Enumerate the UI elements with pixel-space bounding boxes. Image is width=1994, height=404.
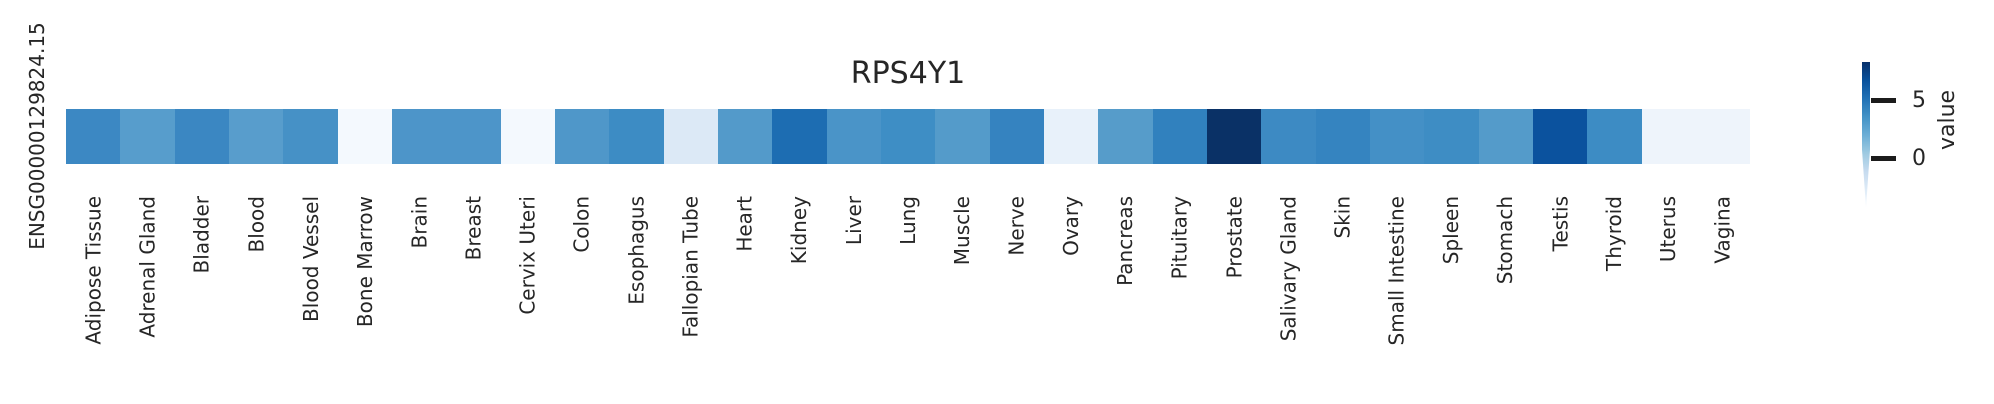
- x-tick-label-small-intestine: Small Intestine: [1384, 196, 1409, 346]
- x-tick-label-esophagus: Esophagus: [624, 196, 649, 305]
- colorbar-tick-label: 5: [1912, 88, 1926, 113]
- x-tick-label-nerve: Nerve: [1004, 196, 1029, 256]
- chart-title: RPS4Y1: [850, 56, 966, 91]
- heatmap-cell-small-intestine: [1369, 109, 1425, 164]
- x-tick-label-stomach: Stomach: [1493, 196, 1518, 285]
- heatmap-cell-adipose-tissue: [66, 109, 121, 164]
- x-tick-label-thyroid: Thyroid: [1602, 196, 1627, 271]
- x-tick-label-spleen: Spleen: [1439, 196, 1464, 265]
- x-tick-label-salivary-gland: Salivary Gland: [1276, 196, 1301, 342]
- x-tick-label-liver: Liver: [841, 196, 866, 246]
- heatmap-cell-skin: [1315, 109, 1370, 164]
- heatmap-row: [66, 109, 1751, 164]
- x-tick-label-heart: Heart: [733, 196, 758, 252]
- heatmap-cell-bladder: [174, 109, 229, 164]
- x-tick-label-ovary: Ovary: [1058, 196, 1083, 256]
- x-tick-label-fallopian-tube: Fallopian Tube: [678, 196, 703, 338]
- heatmap-cell-brain: [391, 109, 447, 164]
- colorbar-tick-label: 0: [1912, 146, 1926, 171]
- heatmap-cell-spleen: [1424, 109, 1479, 164]
- colorbar-gradient: [1862, 62, 1870, 208]
- heatmap-cell-uterus: [1641, 109, 1696, 164]
- heatmap-cell-vagina: [1695, 109, 1751, 164]
- heatmap-cell-stomach: [1478, 109, 1533, 164]
- x-tick-label-vagina: Vagina: [1710, 196, 1735, 264]
- heatmap-cell-pituitary: [1152, 109, 1207, 164]
- heatmap-cell-lung: [880, 109, 936, 164]
- heatmap-cell-muscle: [935, 109, 990, 164]
- colorbar-axis-label: value: [1935, 89, 1960, 151]
- heatmap-cell-bone-marrow: [337, 109, 392, 164]
- x-tick-label-bladder: Bladder: [189, 196, 214, 274]
- heatmap-cell-ovary: [1043, 109, 1099, 164]
- colorbar-tick-mark-5: [1871, 98, 1896, 103]
- x-tick-label-uterus: Uterus: [1656, 196, 1681, 263]
- heatmap-cell-cervix-uteri: [500, 109, 555, 164]
- x-tick-label-brain: Brain: [407, 196, 432, 249]
- heatmap-cell-testis: [1532, 109, 1588, 164]
- x-tick-label-adipose-tissue: Adipose Tissue: [81, 196, 106, 345]
- heatmap-cell-adrenal-gland: [120, 109, 175, 164]
- heatmap-cell-fallopian-tube: [663, 109, 718, 164]
- heatmap-cell-kidney: [772, 109, 827, 164]
- x-tick-label-pancreas: Pancreas: [1113, 196, 1138, 286]
- x-tick-label-breast: Breast: [461, 196, 486, 261]
- heatmap-cell-breast: [446, 109, 501, 164]
- x-tick-label-bone-marrow: Bone Marrow: [352, 196, 377, 328]
- heatmap-cell-nerve: [989, 109, 1044, 164]
- heatmap-cell-pancreas: [1098, 109, 1153, 164]
- x-tick-label-kidney: Kidney: [787, 196, 812, 265]
- x-tick-label-colon: Colon: [570, 196, 595, 253]
- heatmap-cell-prostate: [1206, 109, 1262, 164]
- x-tick-label-testis: Testis: [1547, 196, 1572, 252]
- heatmap-cell-thyroid: [1587, 109, 1642, 164]
- heatmap-cell-liver: [826, 109, 881, 164]
- x-tick-label-skin: Skin: [1330, 196, 1355, 239]
- x-tick-label-pituitary: Pituitary: [1167, 196, 1192, 280]
- heatmap-cell-colon: [554, 109, 610, 164]
- x-tick-label-lung: Lung: [896, 196, 920, 245]
- heatmap-cell-esophagus: [609, 109, 664, 164]
- heatmap-cell-blood: [228, 109, 284, 164]
- x-tick-label-prostate: Prostate: [1221, 196, 1246, 279]
- heatmap-cell-heart: [717, 109, 773, 164]
- heatmap-cell-salivary-gland: [1261, 109, 1316, 164]
- colorbar-tick-mark-0: [1871, 156, 1896, 161]
- heatmap-cell-blood-vessel: [283, 109, 338, 164]
- x-tick-label-cervix-uteri: Cervix Uteri: [515, 196, 540, 315]
- x-tick-label-blood: Blood: [244, 196, 269, 253]
- x-tick-label-adrenal-gland: Adrenal Gland: [135, 196, 160, 338]
- x-tick-label-blood-vessel: Blood Vessel: [298, 196, 323, 322]
- x-tick-label-muscle: Muscle: [950, 196, 975, 266]
